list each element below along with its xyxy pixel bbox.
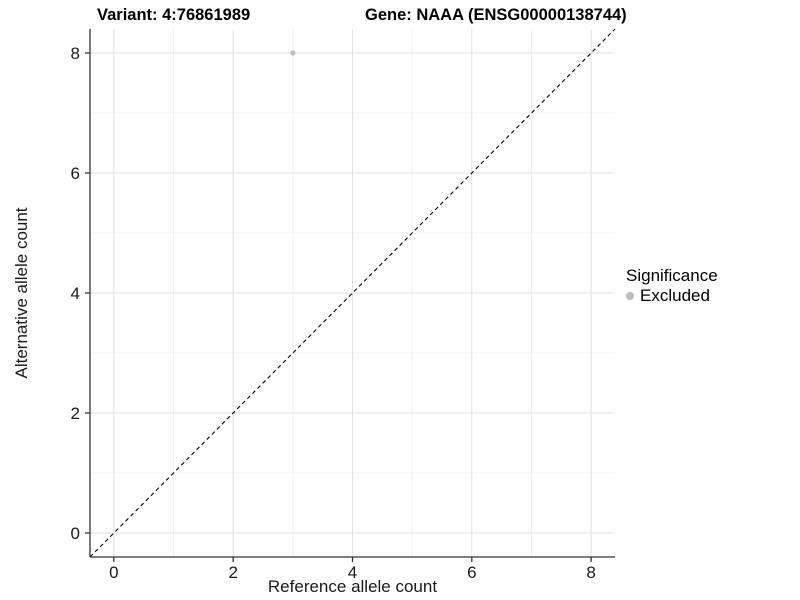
legend-title: Significance [626,266,718,285]
plot-title-row: Variant: 4:76861989 Gene: NAAA (ENSG0000… [0,6,800,28]
y-tick-label: 2 [71,404,80,423]
x-tick-label: 6 [467,563,476,582]
variant-title: Variant: 4:76861989 [97,6,251,24]
x-tick-label: 0 [109,563,118,582]
x-tick-label: 4 [348,563,357,582]
x-tick-label: 8 [586,563,595,582]
identity-reference-line [89,28,616,558]
legend-item-excluded: Excluded [626,286,718,306]
y-tick-label: 6 [71,164,80,183]
legend-item-label: Excluded [640,286,710,305]
y-tick-label: 4 [71,284,80,303]
y-tick-label: 8 [71,44,80,63]
data-point [290,50,296,56]
y-axis-title: Alternative allele count [12,207,31,378]
y-tick-label: 0 [71,524,80,543]
x-axis-title: Reference allele count [268,577,437,596]
legend: Significance Excluded [626,266,718,306]
excluded-dot-icon [626,292,634,300]
x-tick-label: 2 [228,563,237,582]
gene-title: Gene: NAAA (ENSG00000138744) [365,6,627,24]
